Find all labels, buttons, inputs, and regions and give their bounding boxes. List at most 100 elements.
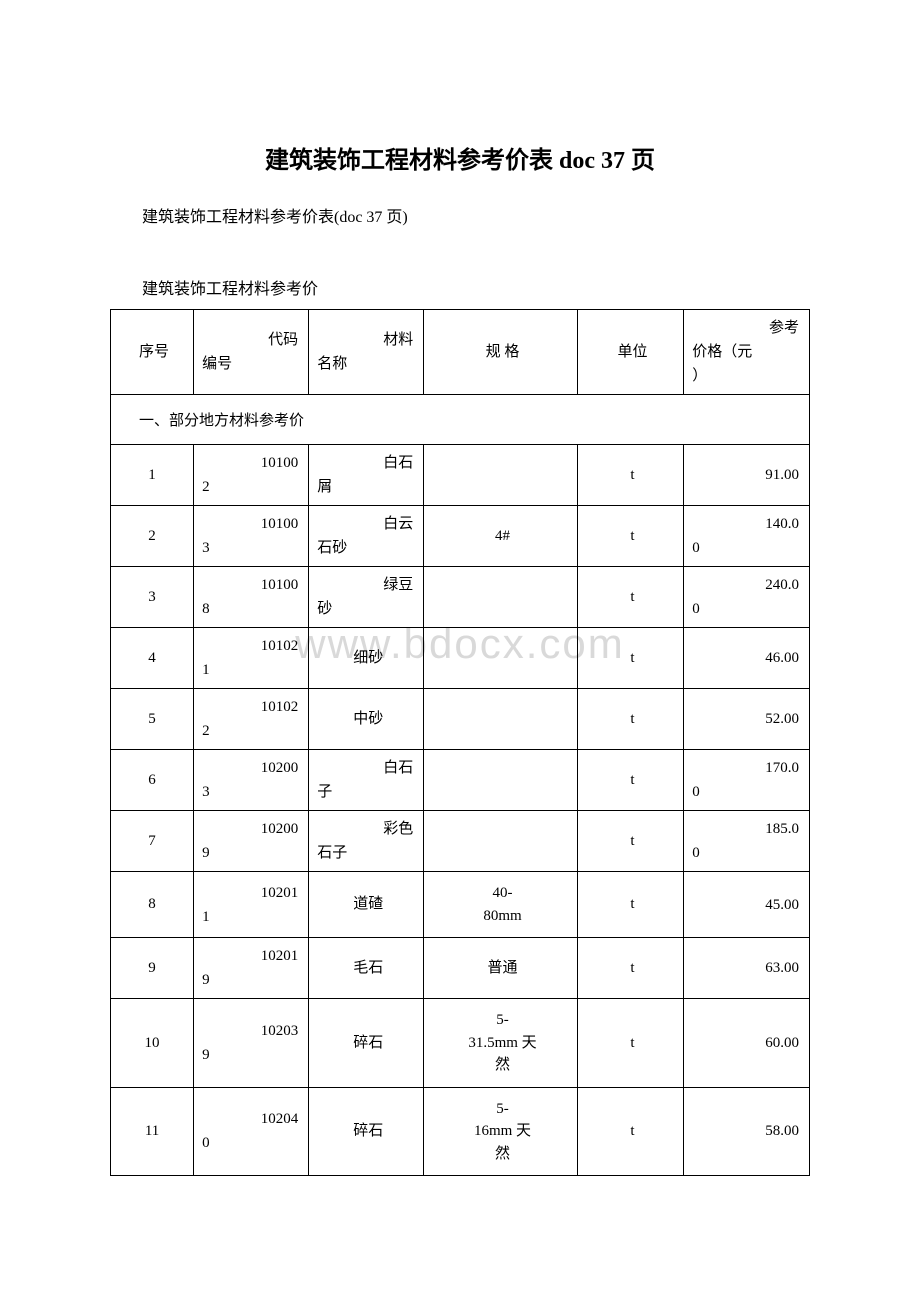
materials-price-table: 序号 代码 编号 材料 名称 规 格 单位 xyxy=(110,309,810,1176)
cell-spec: 40-80mm xyxy=(424,872,576,937)
cell-seq: 2 xyxy=(111,515,193,558)
cell-code-l1: 10102 xyxy=(200,695,304,719)
cell-code-l1: 10100 xyxy=(200,573,304,597)
cell-name-l2: 屑 xyxy=(315,475,419,499)
cell-price: 91.00 xyxy=(684,457,809,493)
header-price-l2: 价格（元 xyxy=(690,340,805,364)
cell-code-l1: 10201 xyxy=(200,944,304,968)
cell-price-l1: 60.00 xyxy=(690,1031,805,1055)
cell-code-l2: 3 xyxy=(200,780,304,804)
cell-code-l1: 10200 xyxy=(200,817,304,841)
cell-price-l1: 63.00 xyxy=(690,956,805,980)
cell-seq: 7 xyxy=(111,820,193,863)
table-row: 10102039碎石5-31.5mm 天然t60.00 xyxy=(111,999,810,1088)
cell-name: 道碴 xyxy=(309,883,423,926)
cell-unit: t xyxy=(578,1110,684,1153)
table-row: 4101021细砂t46.00 xyxy=(111,628,810,689)
header-code: 代码 编号 xyxy=(194,322,308,382)
cell-seq: 10 xyxy=(111,1022,193,1065)
cell-price-l2: 0 xyxy=(690,536,805,560)
cell-price-l1: 58.00 xyxy=(690,1119,805,1143)
cell-price-l2: 0 xyxy=(690,597,805,621)
cell-name: 彩色石子 xyxy=(309,811,423,871)
cell-name: 绿豆砂 xyxy=(309,567,423,627)
table-row: 7102009彩色石子t185.00 xyxy=(111,811,810,872)
table-row: 2101003白云石砂4#t140.00 xyxy=(111,506,810,567)
cell-code-l1: 10203 xyxy=(200,1019,304,1043)
cell-code: 101021 xyxy=(194,628,308,688)
cell-name: 毛石 xyxy=(309,947,423,990)
table-row: 5101022中砂t52.00 xyxy=(111,689,810,750)
cell-price: 185.00 xyxy=(684,811,809,871)
cell-code-l2: 8 xyxy=(200,597,304,621)
cell-code-l2: 2 xyxy=(200,475,304,499)
cell-code: 101003 xyxy=(194,506,308,566)
cell-name-l1: 彩色 xyxy=(315,817,419,841)
cell-code: 101002 xyxy=(194,445,308,505)
cell-spec xyxy=(424,587,576,607)
cell-spec xyxy=(424,770,576,790)
cell-price-l1: 185.0 xyxy=(690,817,805,841)
cell-unit: t xyxy=(578,576,684,619)
cell-spec: 5-31.5mm 天然 xyxy=(424,999,576,1087)
cell-unit: t xyxy=(578,698,684,741)
cell-code: 102009 xyxy=(194,811,308,871)
cell-name-l1: 白云 xyxy=(315,512,419,536)
table-row: 11102040碎石5-16mm 天然t58.00 xyxy=(111,1087,810,1176)
cell-code-l2: 2 xyxy=(200,719,304,743)
header-name-l2: 名称 xyxy=(315,352,419,376)
header-price-l1: 参考 xyxy=(690,316,805,340)
cell-unit: t xyxy=(578,883,684,926)
cell-price: 46.00 xyxy=(684,640,809,676)
cell-code-l1: 10201 xyxy=(200,881,304,905)
cell-name-l1: 绿豆 xyxy=(315,573,419,597)
cell-code: 102003 xyxy=(194,750,308,810)
cell-price-l1: 91.00 xyxy=(690,463,805,487)
cell-code-l2: 9 xyxy=(200,1043,304,1067)
cell-price-l1: 170.0 xyxy=(690,756,805,780)
cell-spec xyxy=(424,648,576,668)
cell-name-l2: 砂 xyxy=(315,597,419,621)
cell-code-l1: 10100 xyxy=(200,451,304,475)
cell-price: 60.00 xyxy=(684,1025,809,1061)
header-code-l1: 代码 xyxy=(200,328,304,352)
table-header-row: 序号 代码 编号 材料 名称 规 格 单位 xyxy=(111,310,810,395)
header-unit: 单位 xyxy=(578,331,684,374)
table-row: 3101008绿豆砂t240.00 xyxy=(111,567,810,628)
cell-unit: t xyxy=(578,759,684,802)
cell-code: 102039 xyxy=(194,1013,308,1073)
cell-name-l1: 白石 xyxy=(315,756,419,780)
cell-name-l1: 白石 xyxy=(315,451,419,475)
cell-name-l2: 石子 xyxy=(315,841,419,865)
table-row: 1101002白石屑t91.00 xyxy=(111,445,810,506)
cell-code-l2: 1 xyxy=(200,905,304,929)
cell-price-l1: 140.0 xyxy=(690,512,805,536)
header-price: 参考 价格（元 ） xyxy=(684,310,809,394)
header-spec: 规 格 xyxy=(424,331,576,374)
cell-seq: 9 xyxy=(111,947,193,990)
cell-name: 细砂 xyxy=(309,637,423,680)
cell-code-l2: 3 xyxy=(200,536,304,560)
cell-code: 102040 xyxy=(194,1101,308,1161)
cell-spec xyxy=(424,465,576,485)
cell-price: 45.00 xyxy=(684,887,809,923)
cell-price-l1: 52.00 xyxy=(690,707,805,731)
cell-seq: 5 xyxy=(111,698,193,741)
cell-price: 240.00 xyxy=(684,567,809,627)
cell-name: 碎石 xyxy=(309,1022,423,1065)
cell-seq: 11 xyxy=(111,1110,193,1153)
cell-price-l2: 0 xyxy=(690,841,805,865)
cell-code: 101022 xyxy=(194,689,308,749)
cell-spec: 5-16mm 天然 xyxy=(424,1088,576,1176)
cell-price: 170.00 xyxy=(684,750,809,810)
cell-spec xyxy=(424,709,576,729)
cell-spec: 普通 xyxy=(424,947,576,990)
cell-price-l1: 45.00 xyxy=(690,893,805,917)
cell-code-l2: 9 xyxy=(200,841,304,865)
cell-spec xyxy=(424,831,576,851)
cell-price-l1: 46.00 xyxy=(690,646,805,670)
cell-code-l2: 0 xyxy=(200,1131,304,1155)
table-row: 9102019毛石普通t63.00 xyxy=(111,938,810,999)
cell-price-l1: 240.0 xyxy=(690,573,805,597)
header-code-l2: 编号 xyxy=(200,352,304,376)
